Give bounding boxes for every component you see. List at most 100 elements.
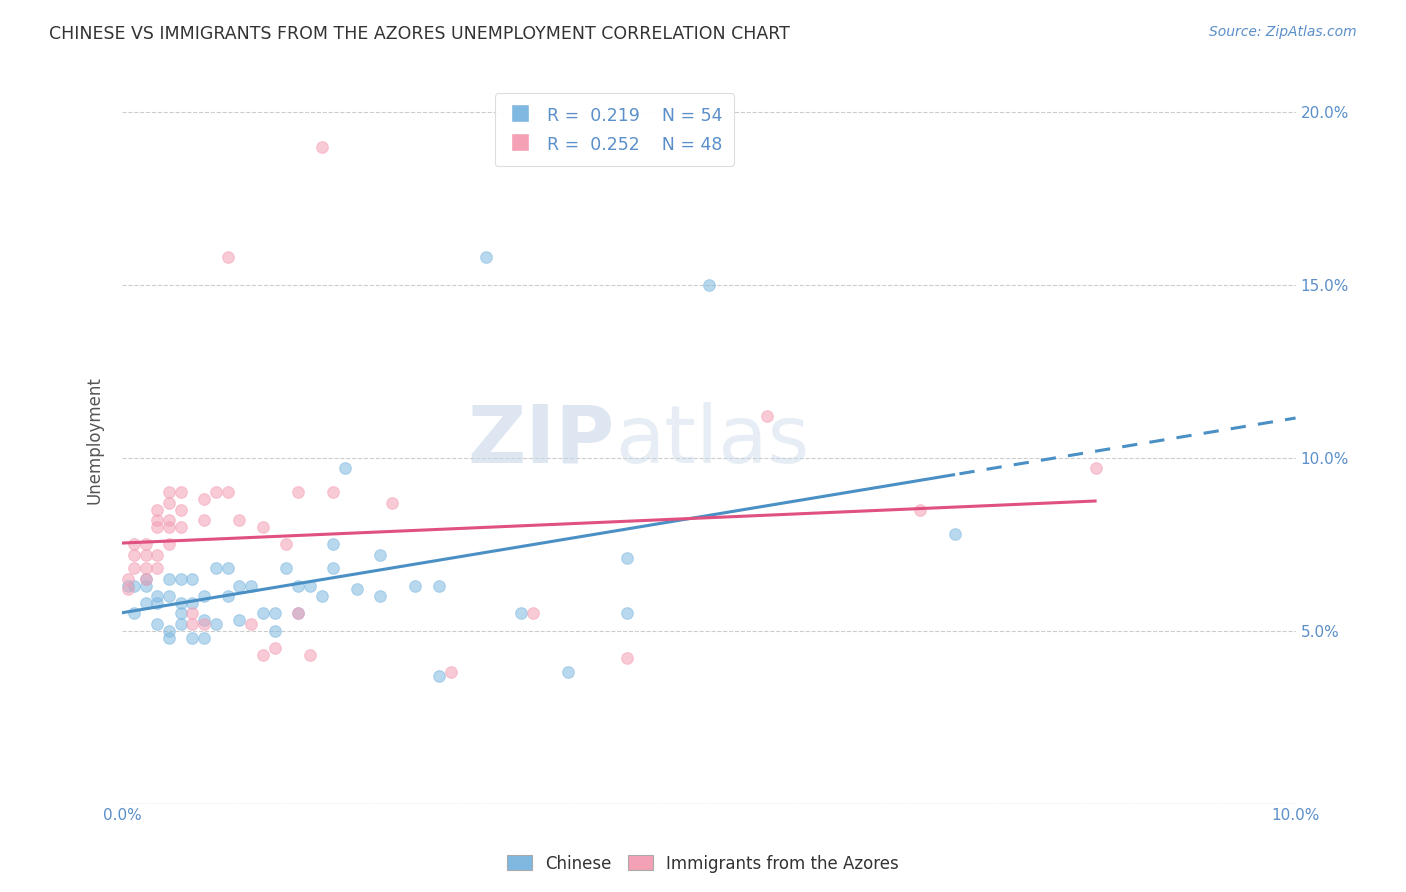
Point: [134, 596, 156, 610]
Point: [381, 496, 404, 510]
Point: [276, 537, 298, 551]
Point: [146, 548, 169, 562]
Point: [146, 513, 169, 527]
Point: [117, 582, 139, 597]
Point: [228, 613, 250, 627]
Point: [404, 579, 426, 593]
Point: [616, 651, 638, 665]
Point: [170, 502, 193, 516]
Point: [557, 665, 579, 680]
Point: [146, 561, 169, 575]
Point: [475, 250, 498, 264]
Point: [193, 613, 215, 627]
Point: [263, 640, 285, 655]
Point: [193, 616, 215, 631]
Point: [252, 607, 274, 621]
Text: Source: ZipAtlas.com: Source: ZipAtlas.com: [1209, 25, 1357, 39]
Point: [205, 485, 228, 500]
Point: [146, 520, 169, 534]
Point: [193, 589, 215, 603]
Point: [322, 537, 344, 551]
Point: [217, 589, 239, 603]
Text: ZIP: ZIP: [468, 401, 614, 480]
Point: [217, 561, 239, 575]
Point: [263, 607, 285, 621]
Text: CHINESE VS IMMIGRANTS FROM THE AZORES UNEMPLOYMENT CORRELATION CHART: CHINESE VS IMMIGRANTS FROM THE AZORES UN…: [49, 25, 790, 43]
Point: [205, 561, 228, 575]
Point: [146, 616, 169, 631]
Point: [205, 616, 228, 631]
Point: [181, 631, 204, 645]
Point: [228, 579, 250, 593]
Point: [333, 461, 356, 475]
Point: [287, 607, 309, 621]
Point: [252, 520, 274, 534]
Point: [287, 485, 309, 500]
Point: [181, 572, 204, 586]
Y-axis label: Unemployment: Unemployment: [86, 376, 103, 505]
Text: atlas: atlas: [614, 401, 810, 480]
Point: [368, 548, 391, 562]
Point: [427, 579, 450, 593]
Point: [157, 513, 180, 527]
Point: [943, 527, 966, 541]
Point: [157, 537, 180, 551]
Point: [697, 277, 720, 292]
Point: [287, 607, 309, 621]
Point: [510, 607, 533, 621]
Point: [122, 561, 145, 575]
Point: [122, 607, 145, 621]
Point: [157, 520, 180, 534]
Point: [311, 589, 333, 603]
Point: [440, 665, 463, 680]
Point: [181, 616, 204, 631]
Point: [170, 616, 193, 631]
Point: [157, 572, 180, 586]
Point: [157, 624, 180, 638]
Point: [616, 551, 638, 566]
Point: [146, 596, 169, 610]
Point: [193, 513, 215, 527]
Point: [170, 485, 193, 500]
Point: [157, 589, 180, 603]
Point: [157, 485, 180, 500]
Point: [322, 485, 344, 500]
Point: [117, 572, 139, 586]
Point: [134, 572, 156, 586]
Point: [193, 631, 215, 645]
Point: [346, 582, 368, 597]
Point: [193, 492, 215, 507]
Point: [122, 537, 145, 551]
Point: [1085, 461, 1108, 475]
Point: [217, 250, 239, 264]
Point: [908, 502, 931, 516]
Point: [311, 139, 333, 153]
Point: [134, 579, 156, 593]
Point: [298, 648, 321, 662]
Point: [616, 607, 638, 621]
Point: [170, 520, 193, 534]
Legend: Chinese, Immigrants from the Azores: Chinese, Immigrants from the Azores: [501, 848, 905, 880]
Point: [240, 579, 263, 593]
Point: [134, 572, 156, 586]
Point: [240, 616, 263, 631]
Point: [170, 607, 193, 621]
Point: [157, 631, 180, 645]
Point: [181, 596, 204, 610]
Legend: R =  0.219    N = 54, R =  0.252    N = 48: R = 0.219 N = 54, R = 0.252 N = 48: [495, 94, 734, 167]
Point: [170, 572, 193, 586]
Point: [287, 579, 309, 593]
Point: [276, 561, 298, 575]
Point: [368, 589, 391, 603]
Point: [134, 561, 156, 575]
Point: [146, 502, 169, 516]
Point: [322, 561, 344, 575]
Point: [117, 579, 139, 593]
Point: [170, 596, 193, 610]
Point: [134, 548, 156, 562]
Point: [228, 513, 250, 527]
Point: [263, 624, 285, 638]
Point: [122, 548, 145, 562]
Point: [298, 579, 321, 593]
Point: [756, 409, 779, 424]
